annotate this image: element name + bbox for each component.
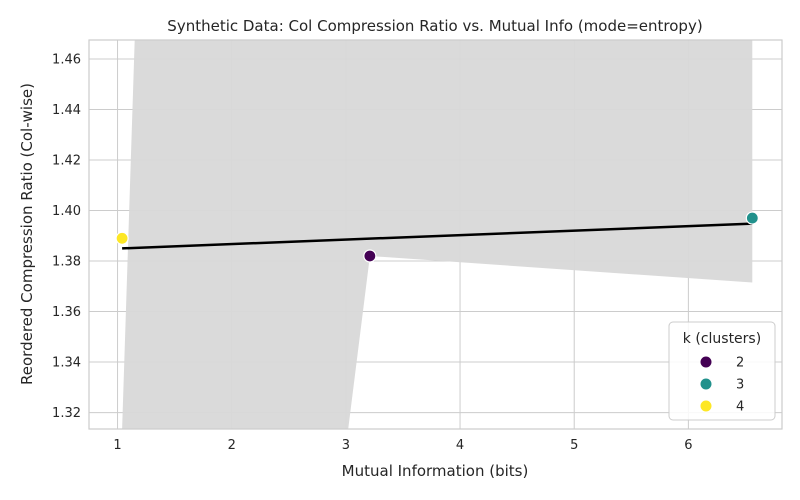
x-tick-labels: 1 2 3 4 5 6	[113, 438, 692, 453]
y-tick-label: 1.38	[52, 255, 81, 270]
data-point-k3	[745, 211, 759, 225]
legend-marker	[699, 377, 713, 391]
x-tick-label: 6	[684, 438, 692, 453]
y-tick-label: 1.36	[52, 305, 81, 320]
legend-marker	[699, 399, 713, 413]
x-tick-label: 5	[570, 438, 578, 453]
y-tick-labels: 1.32 1.34 1.36 1.38 1.40 1.42 1.44 1.46	[52, 52, 81, 421]
legend-box	[668, 321, 776, 421]
regression-line	[122, 222, 753, 250]
y-tick-label: 1.42	[52, 153, 81, 168]
legend: k (clusters) 2 3 4	[668, 321, 776, 421]
legend-marker	[699, 355, 713, 369]
data-points	[115, 211, 759, 263]
legend-label: 3	[736, 378, 744, 393]
data-point-k4	[115, 231, 129, 245]
legend-entries: 2 3 4	[699, 355, 744, 415]
legend-label: 2	[736, 356, 744, 371]
x-axis-label: Mutual Information (bits)	[342, 462, 529, 480]
y-tick-label: 1.46	[52, 52, 81, 67]
y-axis-label: Reordered Compression Ratio (Col-wise)	[18, 83, 36, 385]
y-tick-label: 1.32	[52, 406, 81, 421]
x-tick-label: 4	[456, 438, 464, 453]
chart-title: Synthetic Data: Col Compression Ratio vs…	[167, 17, 702, 35]
confidence-band	[122, 40, 753, 429]
y-tick-label: 1.34	[52, 356, 81, 371]
plot-frame	[88, 39, 783, 430]
data-point-k2	[363, 249, 377, 263]
x-tick-label: 3	[342, 438, 350, 453]
y-tick-label: 1.44	[52, 103, 81, 118]
x-tick-label: 2	[228, 438, 236, 453]
y-tick-label: 1.40	[52, 204, 81, 219]
legend-label: 4	[736, 400, 744, 415]
legend-title: k (clusters)	[683, 331, 761, 347]
x-tick-label: 1	[113, 438, 121, 453]
